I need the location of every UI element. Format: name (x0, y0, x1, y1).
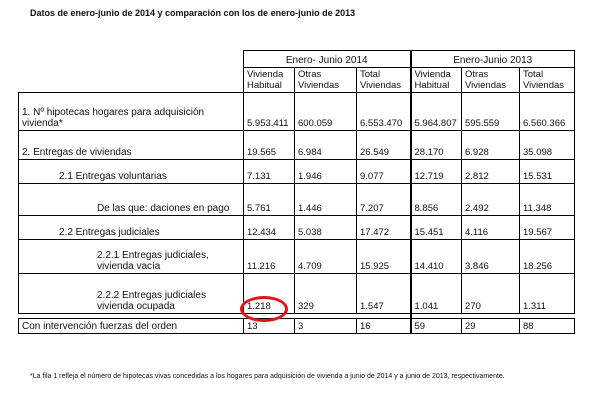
cell: 88 (519, 318, 575, 334)
cell: 5.038 (294, 215, 357, 240)
cell: 4.709 (294, 239, 357, 274)
cell: 5.953.411 (243, 92, 295, 131)
data-table: Enero- Junio 2014 Enero-Junio 2013 Vivie… (18, 50, 575, 334)
cell: 12.719 (409, 159, 462, 184)
cell: 5.761 (243, 183, 295, 216)
cell: 4.116 (461, 215, 520, 240)
table-row: 1. Nº hipotecas hogares para adquisición… (18, 92, 575, 131)
footnote: *La fila 1 refleja el número de hipoteca… (30, 373, 505, 380)
highlight-circle (240, 296, 288, 322)
group-header-row: Enero- Junio 2014 Enero-Junio 2013 (18, 50, 575, 93)
column-header-row: Vivienda Habitual Otras Viviendas Total … (19, 67, 575, 93)
column-header: Vivienda Habitual (243, 67, 295, 93)
cell: 3 (294, 318, 357, 334)
cell: 35.098 (519, 130, 575, 160)
cell: 6.553.470 (356, 92, 411, 131)
spacer-cell (409, 313, 462, 319)
cell: 1.946 (294, 159, 357, 184)
cell: 1.547 (356, 273, 411, 314)
cell: 15.451 (409, 215, 462, 240)
column-header: Otras Viviendas (294, 67, 357, 93)
cell: 15.925 (356, 239, 411, 274)
cell: 15.531 (519, 159, 575, 184)
row-label: Con intervención fuerzas del orden (18, 318, 244, 334)
cell: 11.348 (519, 183, 575, 216)
cell: 17.472 (356, 215, 411, 240)
cell: 329 (294, 273, 357, 314)
cell: 18.256 (519, 239, 575, 274)
cell: 6.928 (461, 130, 520, 160)
cell: 14.410 (409, 239, 462, 274)
cell: 19.565 (243, 130, 295, 160)
cell: 1.041 (409, 273, 462, 314)
cell: 600.059 (294, 92, 357, 131)
cell: 270 (461, 273, 520, 314)
cell: 595.559 (461, 92, 520, 131)
cell: 9.077 (356, 159, 411, 184)
row-label: 1. Nº hipotecas hogares para adquisición… (18, 92, 244, 131)
cell: 59 (409, 318, 462, 334)
cell: 7.207 (356, 183, 411, 216)
column-header: Vivienda Habitual (409, 67, 462, 93)
cell: 16 (356, 318, 411, 334)
cell: 12.434 (243, 215, 295, 240)
table-row: 2.1 Entregas voluntarias 7.131 1.946 9.0… (18, 159, 575, 184)
cell: 26.549 (356, 130, 411, 160)
group-header-2013: Enero-Junio 2013 (409, 50, 575, 68)
cell: 28.170 (409, 130, 462, 160)
cell: 11.216 (243, 239, 295, 274)
corner-cell (18, 50, 244, 93)
table-row: De las que: daciones en pago 5.761 1.446… (18, 183, 575, 216)
column-header: Otras Viviendas (461, 67, 520, 93)
cell: 7.131 (243, 159, 295, 184)
row-label: 2.2.2 Entregas judiciales vivienda ocupa… (18, 273, 244, 314)
cell: 8.856 (409, 183, 462, 216)
table-row: Con intervención fuerzas del orden 13 3 … (18, 318, 575, 334)
cell: 6.560.366 (519, 92, 575, 131)
column-header: Total Viviendas (356, 67, 411, 93)
group-header-2014: Enero- Junio 2014 (243, 50, 411, 68)
row-label: 2.2 Entregas judiciales (18, 215, 244, 240)
cell: 5.964.807 (409, 92, 462, 131)
table-row: 2.2 Entregas judiciales 12.434 5.038 17.… (18, 215, 575, 240)
row-label: 2.2.1 Entregas judiciales, vivienda vací… (18, 239, 244, 274)
row-label: De las que: daciones en pago (18, 183, 244, 216)
table-row: 2.2.2 Entregas judiciales vivienda ocupa… (18, 273, 575, 314)
cell: 2.812 (461, 159, 520, 184)
cell: 19.567 (519, 215, 575, 240)
cell: 29 (461, 318, 520, 334)
row-label: 2. Entregas de viviendas (18, 130, 244, 160)
row-label: 2.1 Entregas voluntarias (18, 159, 244, 184)
cell: 6.984 (294, 130, 357, 160)
cell: 1.446 (294, 183, 357, 216)
table-row: 2.2.1 Entregas judiciales, vivienda vací… (18, 239, 575, 274)
page-title: Datos de enero-junio de 2014 y comparaci… (30, 8, 356, 18)
cell: 2.492 (461, 183, 520, 216)
cell: 3.846 (461, 239, 520, 274)
column-header: Total Viviendas (519, 67, 575, 93)
cell: 1.311 (519, 273, 575, 314)
table-row: 2. Entregas de viviendas 19.565 6.984 26… (18, 130, 575, 160)
